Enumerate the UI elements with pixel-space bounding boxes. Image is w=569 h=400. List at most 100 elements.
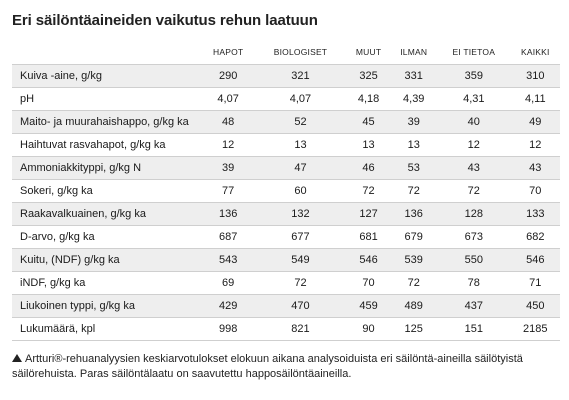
table-row: Maito- ja muurahaishappo, g/kg ka 48 52 … [12,110,560,134]
table-cell: 39 [390,110,438,134]
table-cell: 70 [346,271,391,295]
header-row: HAPOT BIOLOGISET MUUT ILMAN EI TIETOA KA… [12,40,560,65]
table-cell: 13 [254,133,347,157]
column-header: ILMAN [400,47,428,57]
column-header: KAIKKI [520,47,550,57]
table-cell: 133 [510,202,560,226]
row-label: Raakavalkuainen, g/kg ka [12,202,202,226]
table-cell: 43 [510,156,560,180]
table-cell: 72 [346,179,391,203]
row-label: Ammoniakkityppi, g/kg N [12,156,202,180]
data-table: HAPOT BIOLOGISET MUUT ILMAN EI TIETOA KA… [12,40,560,341]
table-cell: 127 [346,202,391,226]
table-cell: 12 [437,133,511,157]
table-cell: 450 [510,294,560,318]
table-row: iNDF, g/kg ka 69 72 70 72 78 71 [12,271,560,295]
table-cell: 331 [390,64,438,88]
table-cell: 72 [390,271,438,295]
table-cell: 679 [390,225,438,249]
row-label: Lukumäärä, kpl [12,317,202,341]
table-cell: 677 [254,225,347,249]
table-cell: 52 [254,110,347,134]
table-row: Haihtuvat rasvahapot, g/kg ka 12 13 13 1… [12,133,560,157]
table-cell: 71 [510,271,560,295]
table-cell: 290 [202,64,255,88]
table-cell: 546 [510,248,560,272]
footnote: Artturi®-rehuanalyysien keskiarvotulokse… [12,352,560,382]
table-cell: 321 [254,64,347,88]
table-cell: 4,31 [437,87,511,111]
table-cell: 78 [437,271,511,295]
table-cell: 4,18 [346,87,391,111]
row-label: Sokeri, g/kg ka [12,179,202,203]
table-cell: 4,07 [254,87,347,111]
row-label: D-arvo, g/kg ka [12,225,202,249]
row-label: Liukoinen typpi, g/kg ka [12,294,202,318]
column-header: EI TIETOA [452,47,496,57]
table-cell: 40 [437,110,511,134]
table-cell: 459 [346,294,391,318]
table-cell: 48 [202,110,255,134]
table-cell: 470 [254,294,347,318]
column-header: HAPOT [213,47,244,57]
table-row: Kuitu, (NDF) g/kg ka 543 549 546 539 550… [12,248,560,272]
column-header: MUUT [355,47,382,57]
table-row: Liukoinen typpi, g/kg ka 429 470 459 489… [12,294,560,318]
table-cell: 549 [254,248,347,272]
table-cell: 681 [346,225,391,249]
table-cell: 69 [202,271,255,295]
table-cell: 682 [510,225,560,249]
table-cell: 325 [346,64,391,88]
table-cell: 151 [437,317,511,341]
table-cell: 546 [346,248,391,272]
table-cell: 13 [346,133,391,157]
table-cell: 539 [390,248,438,272]
row-label: pH [12,87,202,111]
table-row: Kuiva -aine, g/kg 290 321 325 331 359 31… [12,64,560,88]
page-title: Eri säilöntäaineiden vaikutus rehun laat… [12,12,318,29]
table-cell: 47 [254,156,347,180]
row-label: Kuitu, (NDF) g/kg ka [12,248,202,272]
table-row: Sokeri, g/kg ka 77 60 72 72 72 70 [12,179,560,203]
row-label: iNDF, g/kg ka [12,271,202,295]
table-cell: 359 [437,64,511,88]
table-cell: 128 [437,202,511,226]
table-cell: 77 [202,179,255,203]
table-cell: 4,39 [390,87,438,111]
row-label: Kuiva -aine, g/kg [12,64,202,88]
table-cell: 72 [437,179,511,203]
table-cell: 821 [254,317,347,341]
table-cell: 13 [390,133,438,157]
column-header: BIOLOGISET [273,47,328,57]
table-cell: 125 [390,317,438,341]
table-cell: 72 [390,179,438,203]
table-cell: 2185 [510,317,560,341]
table-cell: 45 [346,110,391,134]
table-cell: 60 [254,179,347,203]
table-cell: 310 [510,64,560,88]
table-cell: 39 [202,156,255,180]
table-cell: 70 [510,179,560,203]
table-row: Ammoniakkityppi, g/kg N 39 47 46 53 43 4… [12,156,560,180]
table-row: Raakavalkuainen, g/kg ka 136 132 127 136… [12,202,560,226]
table-cell: 489 [390,294,438,318]
table-cell: 136 [390,202,438,226]
table-row: Lukumäärä, kpl 998 821 90 125 151 2185 [12,317,560,341]
header-label-cell [12,40,202,65]
row-label: Maito- ja muurahaishappo, g/kg ka [12,110,202,134]
table-cell: 90 [346,317,391,341]
footnote-text: Artturi®-rehuanalyysien keskiarvotulokse… [12,353,523,380]
table-cell: 49 [510,110,560,134]
row-label: Haihtuvat rasvahapot, g/kg ka [12,133,202,157]
triangle-up-icon [12,354,22,362]
table-cell: 132 [254,202,347,226]
table-cell: 12 [202,133,255,157]
table-cell: 543 [202,248,255,272]
table-cell: 136 [202,202,255,226]
table-cell: 72 [254,271,347,295]
table-cell: 998 [202,317,255,341]
table-cell: 673 [437,225,511,249]
table-cell: 429 [202,294,255,318]
table-cell: 43 [437,156,511,180]
